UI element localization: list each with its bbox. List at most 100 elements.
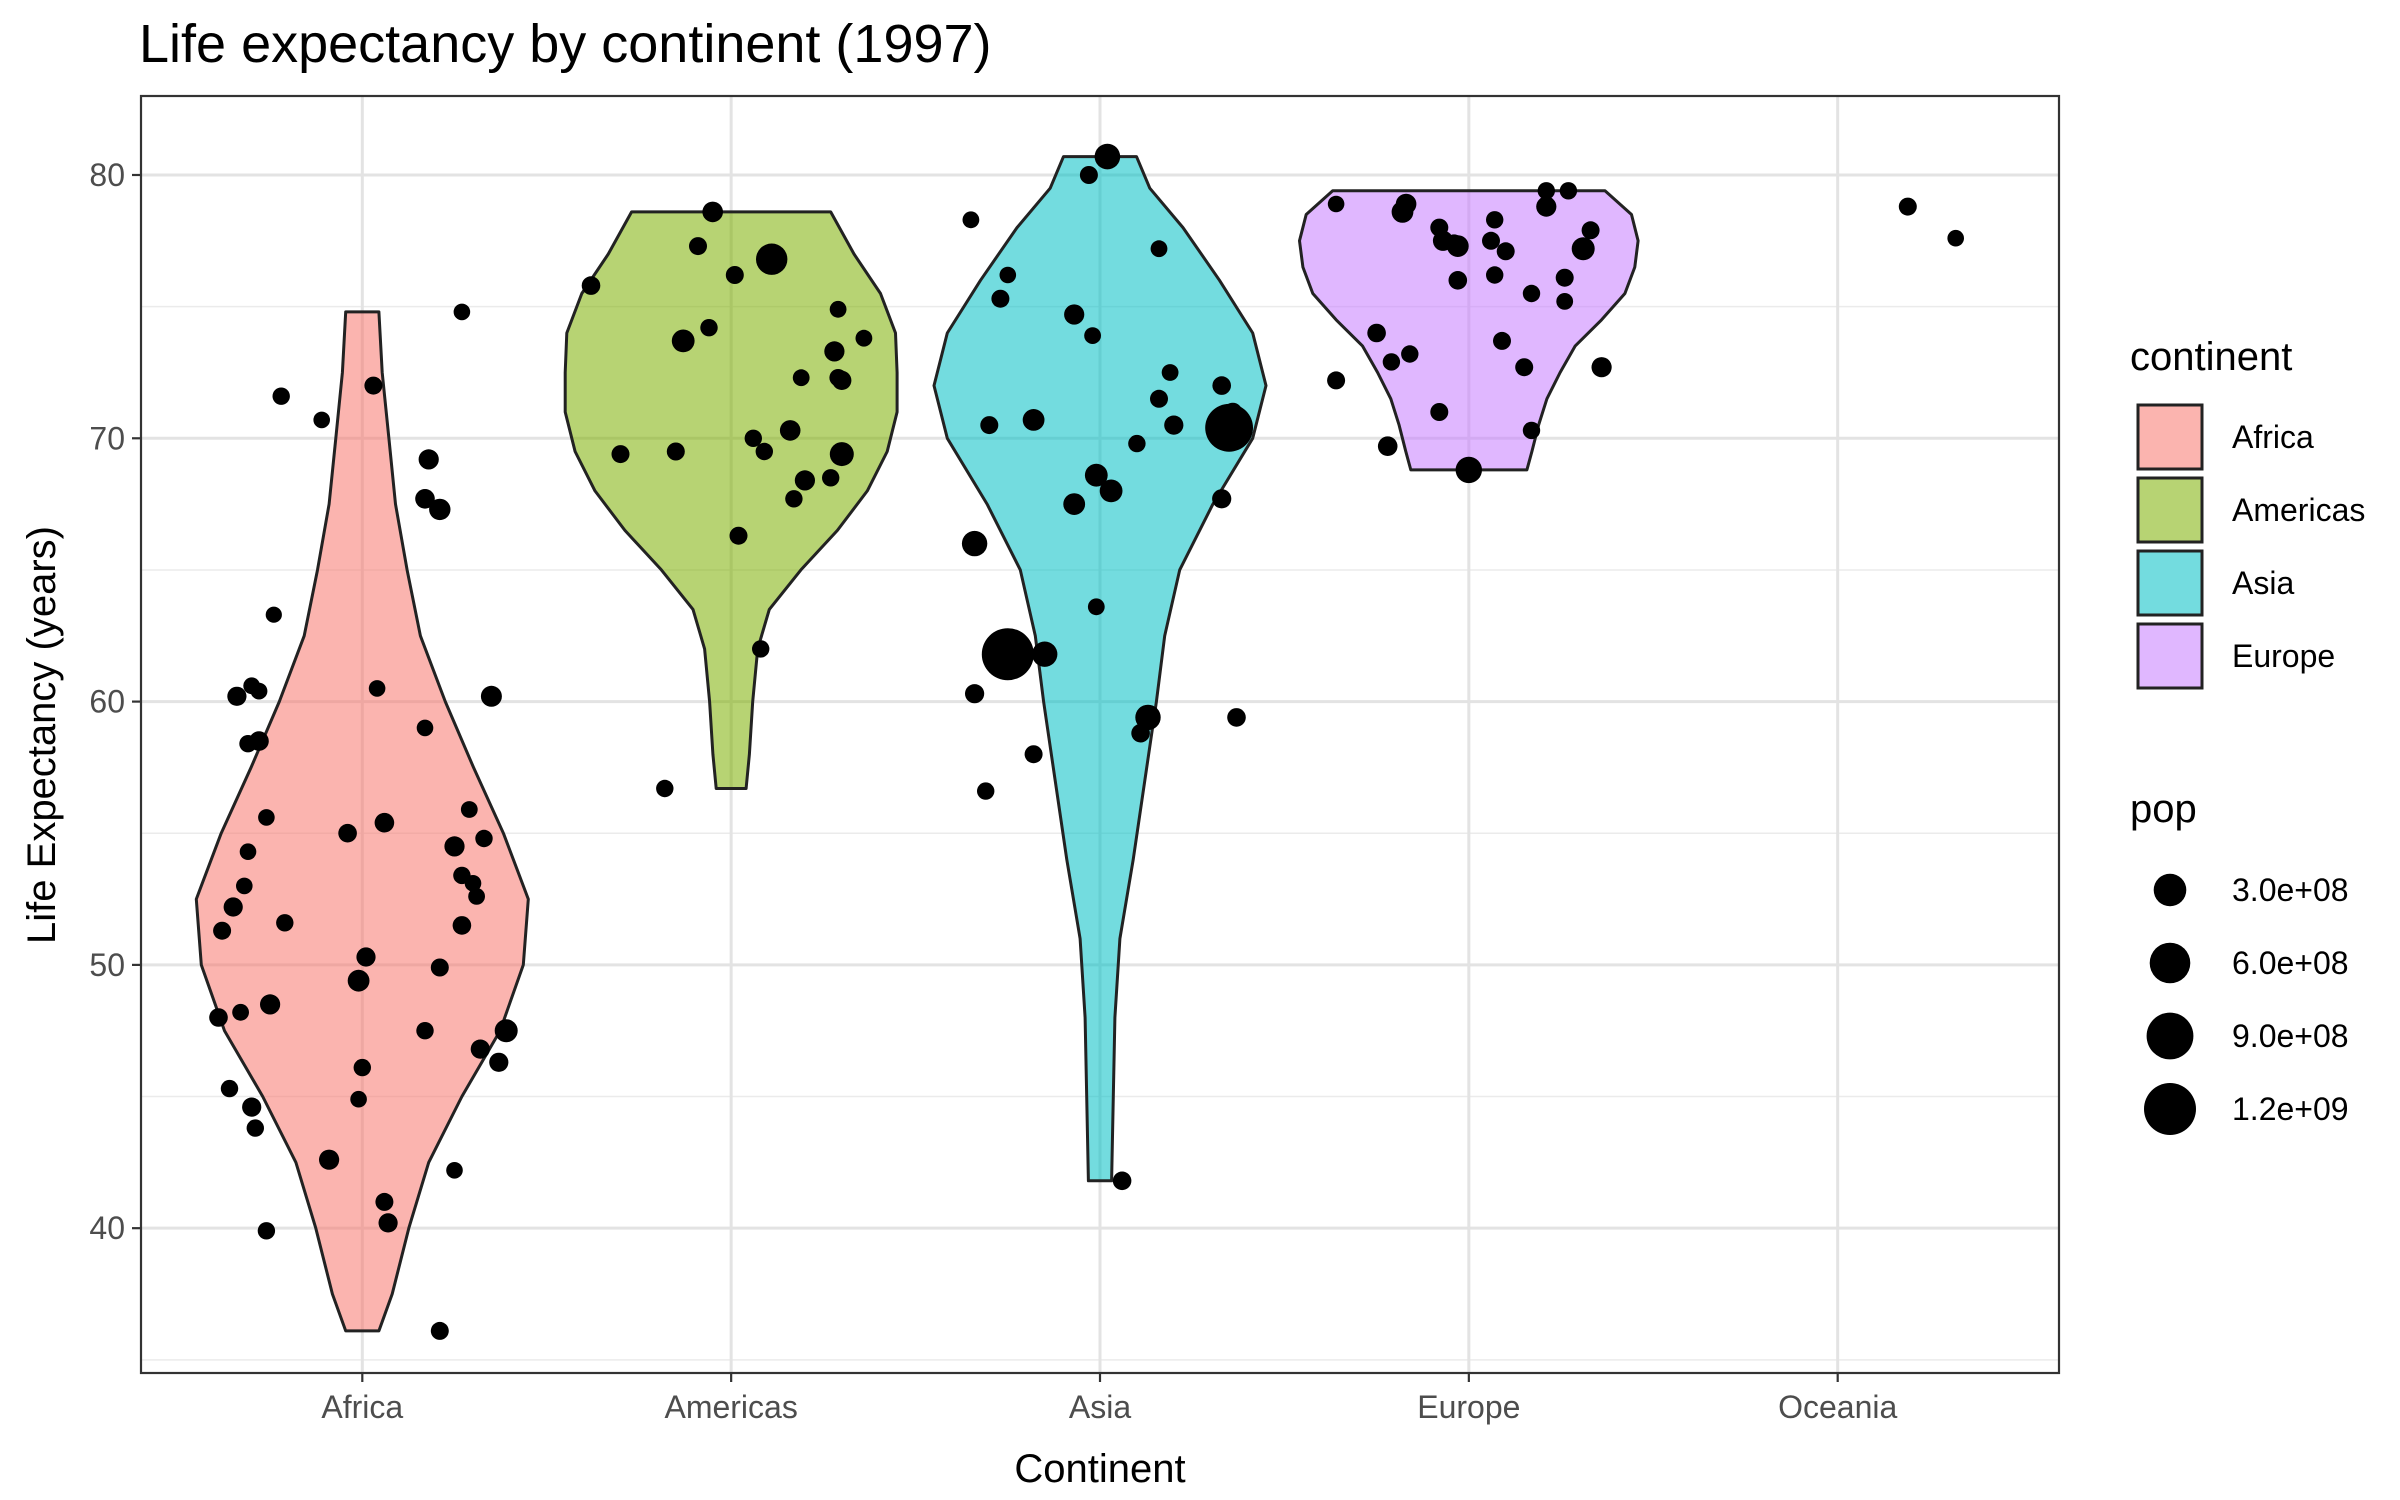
data-point-europe [1496,242,1515,261]
data-point-asia [1063,493,1086,515]
data-point-asia [965,684,985,704]
violin-africa [194,310,530,1333]
data-point-africa [494,1019,518,1043]
data-point-europe [1448,271,1468,290]
data-point-africa [475,829,493,848]
data-point-africa [452,916,472,935]
size-legend-key [2153,873,2187,907]
data-point-europe [1555,268,1574,287]
data-point-asia [1087,598,1105,616]
data-point-americas [725,266,744,284]
data-point-americas [671,329,695,353]
fill-legend-key-americas [2136,476,2204,544]
data-point-africa [489,1052,509,1072]
data-point-asia [1161,364,1179,381]
y-tick-label: 50 [89,947,125,983]
data-point-africa [232,1003,250,1021]
data-point-americas [785,490,803,508]
data-point-americas [779,420,801,441]
data-point-europe [1493,331,1511,350]
data-point-americas [829,300,847,318]
data-point-asia [961,530,988,557]
data-point-asia [1223,402,1243,422]
data-point-europe [1581,221,1600,240]
data-point-africa [236,877,253,895]
data-point-africa [460,801,478,818]
data-point-europe [1486,211,1504,229]
data-point-americas [855,329,873,347]
data-point-africa [276,914,294,932]
data-point-europe [1536,196,1557,217]
fill-legend-title: continent [2130,335,2292,379]
data-point-asia [980,416,999,435]
y-tick-label: 40 [89,1210,125,1246]
data-point-africa [246,1119,264,1137]
x-tick-label: Europe [1417,1389,1520,1425]
data-point-europe [1515,358,1534,377]
data-point-americas [829,442,854,467]
data-point-africa [260,994,281,1015]
data-point-asia [1112,1171,1132,1191]
data-point-asia [1099,479,1123,503]
data-point-americas [611,445,630,464]
size-legend-key [2146,1012,2194,1060]
fill-legend-label: Asia [2232,565,2294,601]
size-legend-title: pop [2130,787,2197,831]
axis-ticks: 40 50 60 70 80 Africa Americas Asia Europe Oceani… [89,157,1897,1425]
data-point-americas [702,201,723,223]
data-point-asia [1084,463,1108,487]
fill-legend-label: Europe [2232,638,2335,674]
data-point-africa [480,685,502,707]
data-point-asia [1150,389,1168,408]
data-point-europe [1327,195,1345,213]
data-point-africa [378,1213,398,1233]
x-tick-label: Africa [321,1389,403,1425]
data-point-europe [1401,345,1419,363]
data-point-africa [416,719,434,737]
data-point-africa [249,731,269,751]
y-tick-label: 70 [89,420,125,456]
fill-legend-label: Africa [2232,419,2314,455]
size-legend-key [2149,942,2191,984]
x-tick-label: Oceania [1778,1389,1897,1425]
data-point-americas [832,370,852,390]
data-point-europe [1522,421,1541,440]
data-point-africa [265,606,282,623]
fill-legend-label: Americas [2232,492,2365,528]
size-legend-key [2144,1083,2196,1135]
fill-legend-key-europe [2136,622,2204,690]
data-point-asia [1094,143,1121,170]
data-point-asia [981,628,1034,681]
data-point-asia [1227,708,1246,727]
data-point-americas [755,442,773,461]
data-point-asia [999,266,1017,284]
legend: continent pop Africa Americas Asia Europe 3.… [2130,335,2365,1135]
data-point-africa [416,1021,434,1040]
data-point-europe [1367,323,1386,343]
size-legend-label: 1.2e+09 [2232,1091,2349,1127]
violin-europe [1298,189,1640,472]
data-point-americas [656,779,674,798]
data-point-americas [744,429,762,447]
data-point-americas [824,341,845,362]
data-point-americas [700,319,718,337]
data-point-europe [1522,284,1541,303]
data-point-europe [1482,231,1500,250]
data-point-asia [1128,434,1146,453]
data-point-africa [430,1321,449,1340]
data-point-europe [1556,293,1574,310]
y-axis-title: Life Expectancy (years) [20,526,64,944]
data-point-africa [444,836,465,857]
data-point-africa [223,897,243,917]
data-point-africa [470,1039,490,1059]
data-point-americas [752,640,770,658]
size-legend-label: 3.0e+08 [2232,872,2349,908]
data-point-americas [581,276,601,295]
data-point-africa [464,875,482,892]
data-point-americas [666,442,685,461]
data-point-asia [962,211,980,229]
point-layer [209,143,1964,1340]
data-point-europe [1395,193,1417,215]
data-point-asia [1135,704,1161,731]
